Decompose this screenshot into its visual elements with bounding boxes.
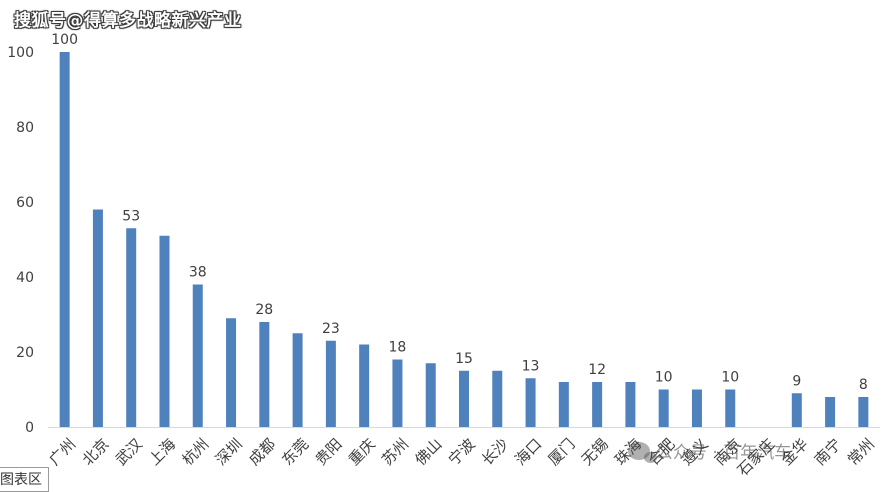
- wechat-icon: [628, 441, 657, 463]
- bar: [691, 389, 702, 427]
- chart-area-tag: 图表区: [0, 467, 49, 492]
- x-tick-label: 海口: [511, 435, 545, 469]
- x-tick-label: 南宁: [811, 435, 845, 469]
- x-tick-label: 重庆: [345, 435, 379, 469]
- bar: [558, 382, 569, 427]
- bar: [259, 322, 270, 427]
- y-tick-label: 100: [7, 45, 34, 61]
- bar: [126, 228, 137, 427]
- y-tick-label: 20: [16, 345, 34, 361]
- y-tick-label: 0: [25, 420, 34, 436]
- x-tick-label: 苏州: [378, 435, 412, 469]
- sohu-watermark: 搜狐号@得算多战略新兴产业: [14, 11, 242, 31]
- bar: [425, 363, 436, 427]
- data-label: 23: [322, 321, 340, 337]
- wechat-watermark: 公众号 · 百年汽车: [628, 438, 791, 463]
- x-tick-label: 长沙: [478, 435, 512, 469]
- data-label: 38: [189, 265, 207, 281]
- bar: [392, 359, 403, 427]
- wechat-watermark-text: 公众号 · 百年汽车: [656, 443, 792, 463]
- x-tick-label: 广州: [45, 435, 79, 469]
- bar: [459, 370, 469, 427]
- x-tick-label: 宁波: [445, 435, 479, 469]
- bar: [192, 284, 203, 427]
- bar: [492, 370, 503, 427]
- x-tick-label: 深圳: [212, 435, 246, 469]
- data-label: 10: [655, 370, 673, 386]
- bar: [791, 393, 802, 427]
- data-label: 8: [859, 377, 868, 393]
- x-tick-label: 北京: [79, 435, 113, 469]
- bar: [226, 318, 237, 427]
- bar: [858, 397, 869, 427]
- y-tick-label: 80: [16, 120, 34, 136]
- bar: [592, 382, 603, 427]
- bar: [725, 389, 736, 427]
- bar: [325, 340, 336, 427]
- x-tick-label: 武汉: [112, 435, 146, 469]
- bar: [92, 209, 103, 427]
- y-tick-label: 40: [16, 270, 34, 286]
- bar: [658, 389, 669, 427]
- y-tick-label: 60: [16, 195, 34, 211]
- x-tick-label: 上海: [145, 435, 179, 469]
- x-tick-label: 厦门: [545, 435, 579, 469]
- bar: [525, 378, 536, 427]
- bar: [625, 382, 636, 427]
- x-tick-label: 常州: [844, 435, 878, 469]
- x-tick-label: 贵阳: [312, 435, 346, 469]
- data-label: 18: [389, 340, 407, 356]
- data-label: 10: [721, 370, 739, 386]
- bar: [825, 397, 836, 427]
- x-tick-label: 无锡: [578, 435, 612, 469]
- bar: [292, 333, 303, 427]
- x-tick-label: 东莞: [278, 435, 312, 469]
- x-tick-label: 成都: [245, 435, 279, 469]
- data-label: 9: [792, 373, 801, 389]
- data-label: 28: [255, 302, 273, 318]
- bar: [159, 235, 170, 427]
- bar: [59, 52, 70, 427]
- data-label: 100: [51, 32, 78, 48]
- x-tick-label: 佛山: [412, 435, 446, 469]
- data-label: 15: [455, 351, 473, 367]
- data-label: 13: [522, 358, 540, 374]
- x-tick-label: 杭州: [179, 435, 213, 469]
- bar: [359, 344, 370, 427]
- data-label: 53: [122, 208, 140, 224]
- data-label: 12: [588, 362, 606, 378]
